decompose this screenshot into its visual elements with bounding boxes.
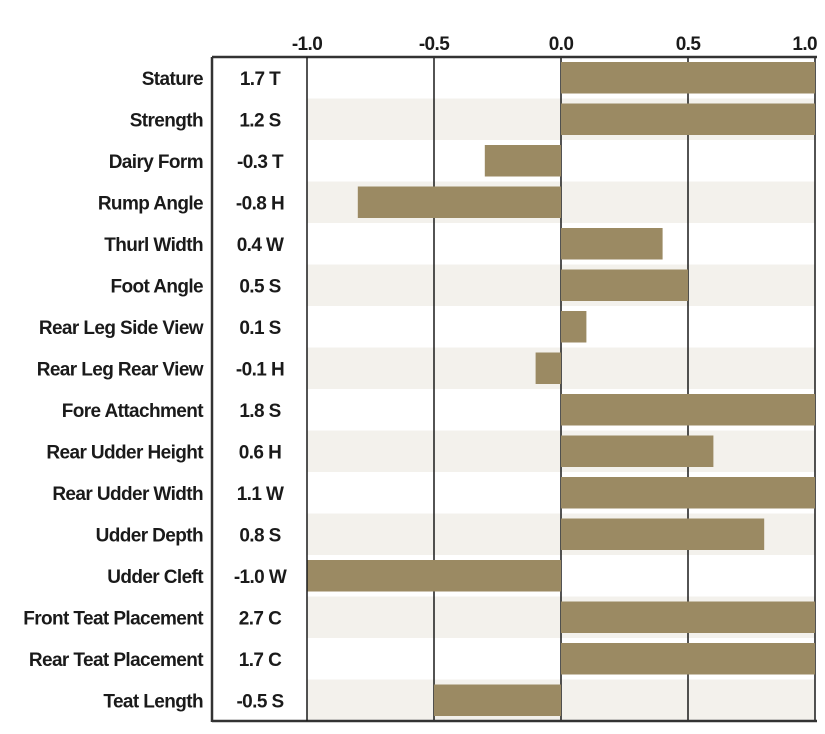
trait-label: Rear Udder Height: [46, 442, 204, 463]
bar-front-teat-placement: [561, 601, 815, 633]
bar-rear-udder-width: [561, 477, 815, 509]
value-label: -0.3 T: [237, 152, 284, 173]
trait-label: Dairy Form: [109, 152, 203, 173]
trait-label: Udder Depth: [96, 525, 203, 546]
trait-label: Fore Attachment: [62, 401, 205, 422]
bar-teat-length: [434, 684, 561, 716]
bar-rear-teat-placement: [561, 643, 815, 675]
value-label: 1.2 S: [239, 110, 280, 131]
x-tick-label: 0.5: [676, 34, 702, 55]
trait-label: Strength: [130, 110, 203, 131]
bar-thurl-width: [561, 228, 663, 260]
bar-strength: [561, 103, 815, 135]
bar-udder-cleft: [307, 560, 561, 592]
x-tick-label: -0.5: [419, 34, 450, 55]
value-label: -0.1 H: [236, 359, 284, 380]
trait-label: Rump Angle: [98, 193, 203, 214]
trait-label: Foot Angle: [111, 276, 204, 297]
value-label: -1.0 W: [234, 567, 287, 588]
trait-label: Stature: [142, 69, 203, 90]
value-label: 1.7 T: [240, 69, 281, 90]
bar-rump-angle: [357, 186, 561, 218]
value-label: 0.1 S: [239, 318, 280, 339]
x-tick-label: -1.0: [292, 34, 322, 55]
bar-dairy-form: [484, 145, 561, 177]
trait-label: Teat Length: [103, 691, 203, 712]
trait-label: Front Teat Placement: [23, 608, 204, 629]
bar-rear-udder-height: [561, 435, 714, 467]
value-label: 2.7 C: [239, 608, 282, 629]
trait-labels: Stature Strength Dairy Form Rump Angle Thurl…: [23, 69, 205, 713]
bar-udder-depth: [561, 518, 765, 550]
trait-label: Rear Teat Placement: [29, 650, 204, 671]
value-label: 0.4 W: [237, 235, 284, 256]
value-label: -0.5 S: [236, 691, 283, 712]
value-label: 0.5 S: [239, 276, 280, 297]
bar-fore-attachment: [561, 394, 815, 426]
bar-rear-leg-rear-view: [535, 352, 561, 384]
bar-foot-angle: [561, 269, 688, 301]
x-tick-labels: -1.0 -0.5 0.0 0.5 1.0: [292, 34, 818, 55]
value-label: -0.8 H: [236, 193, 284, 214]
trait-label: Udder Cleft: [107, 567, 204, 588]
value-labels: 1.7 T 1.2 S -0.3 T -0.8 H 0.4 W 0.5 S 0.1 S -0.…: [234, 69, 288, 713]
trait-label: Rear Udder Width: [52, 484, 203, 505]
value-label: 1.8 S: [239, 401, 280, 422]
trait-label: Thurl Width: [104, 235, 203, 256]
value-label: 1.1 W: [237, 484, 284, 505]
x-tick-label: 0.0: [549, 34, 574, 55]
value-label: 0.8 S: [239, 525, 280, 546]
chart-frame: [210, 55, 817, 723]
bar-rear-leg-side-view: [561, 311, 587, 343]
bar-stature: [561, 62, 815, 94]
x-tick-label: 1.0: [792, 34, 817, 55]
trait-label: Rear Leg Side View: [39, 318, 204, 339]
bars: [307, 62, 815, 716]
value-label: 1.7 C: [239, 650, 282, 671]
value-label: 0.6 H: [239, 442, 281, 463]
trait-label: Rear Leg Rear View: [37, 359, 204, 380]
